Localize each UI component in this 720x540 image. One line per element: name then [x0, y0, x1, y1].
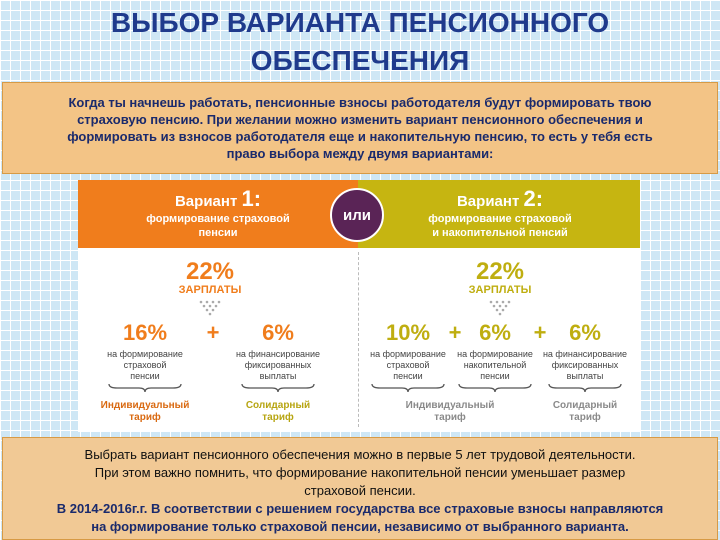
operator: +	[206, 320, 220, 345]
part-description: пенсии	[130, 371, 160, 381]
variant-header	[78, 180, 358, 248]
divider	[358, 252, 359, 427]
intro-line: Когда ты начнешь работать, пенсионные вз…	[68, 95, 652, 110]
variant-label: Вариант	[174, 193, 238, 210]
variant-subtitle: формирование страховой	[146, 213, 290, 225]
brace	[371, 383, 445, 393]
part-description: страховой	[386, 360, 430, 370]
tariff: тариф	[262, 412, 294, 423]
infographic	[78, 180, 640, 432]
footer-line: В 2014-2016г.г. В соответствии с решение…	[56, 501, 664, 516]
part-description: страховой	[123, 360, 167, 370]
part-description: на формирование	[457, 349, 533, 359]
brace	[548, 383, 622, 393]
tariff: Солидарный	[245, 400, 311, 411]
part-description: на финансирование	[235, 349, 321, 359]
total-label: ЗАРПЛАТЫ	[178, 284, 242, 296]
intro-line: право выбора между двумя вариантами:	[226, 146, 494, 161]
footer-box: Выбрать вариант пенсионного обеспечения …	[2, 437, 718, 540]
part-description: выплаты	[259, 371, 297, 381]
footer-line: страховой пенсии.	[304, 483, 416, 498]
part-description: накопительной	[463, 360, 527, 370]
variant-title: Вариант 1:	[175, 186, 261, 212]
tariff: Индивидуальный	[100, 400, 190, 411]
variant-label: Вариант	[456, 193, 520, 210]
footer-line: Выбрать вариант пенсионного обеспечения …	[84, 447, 636, 462]
variant-number: 2:	[523, 186, 544, 211]
title: ОБЕСПЕЧЕНИЯ	[250, 45, 470, 76]
tariff: тариф	[569, 412, 601, 423]
separator: или	[343, 207, 371, 224]
tariff: тариф	[129, 412, 161, 423]
arrow	[199, 300, 221, 316]
variant-header	[358, 180, 640, 248]
footer-line: При этом важно помнить, что формирование…	[94, 465, 626, 480]
title: ВЫБОР ВАРИАНТА ПЕНСИОННОГО	[110, 7, 610, 38]
arrow	[489, 300, 511, 316]
total: 22%	[475, 258, 525, 285]
variant-subtitle: формирование страховой	[428, 213, 572, 225]
brace	[458, 383, 532, 393]
part-description: выплаты	[566, 371, 604, 381]
operator: +	[533, 320, 547, 345]
tariff: Солидарный	[552, 400, 618, 411]
brace	[108, 383, 182, 393]
part-value: 6%	[479, 320, 511, 345]
part-description: фиксированных	[551, 360, 619, 370]
tariff: Индивидуальный	[405, 400, 495, 411]
part-value: 16%	[122, 320, 168, 345]
part-value: 6%	[262, 320, 294, 345]
brace	[241, 383, 315, 393]
variant-subtitle: и накопительной пенсий	[432, 227, 568, 239]
intro-box: Когда ты начнешь работать, пенсионные вз…	[2, 82, 718, 174]
part-description: на финансирование	[542, 349, 628, 359]
total: 22%	[185, 258, 235, 285]
footer-line: на формирование только страховой пенсии,…	[91, 519, 629, 534]
tariff: тариф	[434, 412, 466, 423]
part-value: 6%	[569, 320, 601, 345]
part-description: на формирование	[370, 349, 446, 359]
part-description: фиксированных	[244, 360, 312, 370]
variant-number: 1:	[241, 186, 262, 211]
part-description: пенсии	[480, 371, 510, 381]
part-value: 10%	[385, 320, 431, 345]
variant-title: Вариант 2:	[457, 186, 543, 212]
part-description: на формирование	[107, 349, 183, 359]
intro-line: формировать из взносов работодателя еще …	[67, 129, 653, 144]
intro-line: страховую пенсию. При желании можно изме…	[77, 112, 643, 127]
operator: +	[448, 320, 462, 345]
part-description: пенсии	[393, 371, 423, 381]
total-label: ЗАРПЛАТЫ	[468, 284, 532, 296]
variant-subtitle: пенсии	[198, 227, 238, 239]
separator-circle	[330, 188, 384, 242]
